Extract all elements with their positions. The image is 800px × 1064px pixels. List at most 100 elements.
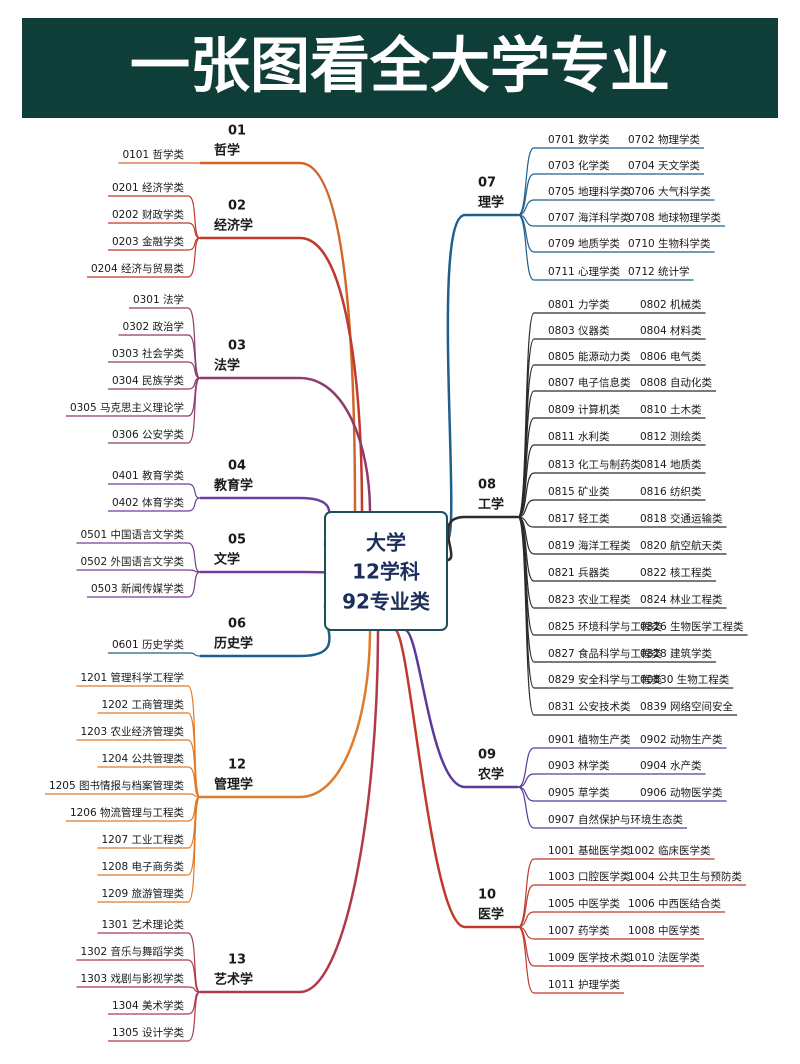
item-label: 0820 航空航天类 xyxy=(640,539,723,552)
link xyxy=(200,629,372,799)
link xyxy=(517,472,706,518)
branch-name: 医学 xyxy=(478,907,504,923)
item-label: 0826 生物医学工程类 xyxy=(640,620,744,633)
item-label: 0201 经济学类 xyxy=(112,181,185,194)
item-label: 0839 网络空间安全 xyxy=(640,700,734,713)
link xyxy=(517,786,688,829)
link xyxy=(76,959,201,993)
link xyxy=(97,766,201,798)
link xyxy=(200,376,372,513)
link xyxy=(517,858,715,928)
item-label: 0810 土木类 xyxy=(640,403,702,416)
branch-code: 09 xyxy=(478,748,496,763)
item-label: 0706 大气科学类 xyxy=(628,185,711,198)
link xyxy=(200,570,331,577)
link xyxy=(107,222,201,239)
item-label: 0306 公安学类 xyxy=(112,428,185,441)
item-label: 0304 民族学类 xyxy=(112,374,185,387)
item-label: 1010 法医学类 xyxy=(628,951,701,964)
link xyxy=(107,483,201,499)
item-label: 0907 自然保护与环境生态类 xyxy=(548,813,684,826)
branch-code: 07 xyxy=(478,176,496,191)
item-label: 1201 管理科学工程学 xyxy=(80,671,184,684)
item-label: 1208 电子商务类 xyxy=(101,860,184,873)
center-line: 大学 xyxy=(366,531,406,555)
branch-name: 教育学 xyxy=(213,478,253,494)
item-label: 1206 物流管理与工程类 xyxy=(70,806,185,819)
link xyxy=(517,516,738,716)
link xyxy=(517,884,747,928)
link xyxy=(517,173,705,216)
item-label: 0101 哲学类 xyxy=(122,148,184,161)
item-label: 0402 体育学类 xyxy=(112,496,185,509)
item-label: 0901 植物生产类 xyxy=(548,733,631,746)
branch-name: 法学 xyxy=(214,358,240,374)
link xyxy=(200,629,380,994)
item-label: 0831 公安技术类 xyxy=(548,700,631,713)
branch-name: 理学 xyxy=(478,195,504,211)
branch-name: 经济学 xyxy=(214,218,253,234)
center-line: 12学科 xyxy=(352,560,420,584)
item-label: 0709 地质学类 xyxy=(548,237,621,250)
item-label: 1205 图书情报与档案管理类 xyxy=(49,779,185,792)
link xyxy=(404,628,518,789)
item-label: 0601 历史学类 xyxy=(112,638,185,651)
item-label: 0502 外国语言文学类 xyxy=(80,555,184,568)
link xyxy=(76,569,201,573)
item-label: 1209 旅游管理类 xyxy=(101,887,184,900)
item-label: 0821 兵器类 xyxy=(548,566,610,579)
branch-name: 历史学 xyxy=(214,636,253,652)
link xyxy=(107,195,201,239)
link xyxy=(76,986,201,993)
link xyxy=(517,147,705,216)
link xyxy=(200,496,331,546)
item-label: 0815 矿业类 xyxy=(548,485,610,498)
item-label: 0807 电子信息类 xyxy=(548,376,631,389)
branch-code: 12 xyxy=(228,758,246,773)
branch-code: 05 xyxy=(228,533,246,548)
item-label: 0710 生物科学类 xyxy=(628,237,711,250)
item-label: 0501 中国语言文学类 xyxy=(80,528,184,541)
item-label: 0823 农业工程类 xyxy=(548,593,631,606)
item-label: 1207 工业工程类 xyxy=(101,833,184,846)
link xyxy=(107,497,201,512)
branch-code: 01 xyxy=(228,124,246,139)
branch-code: 13 xyxy=(228,953,246,968)
item-label: 1203 农业经济管理类 xyxy=(80,725,184,738)
link xyxy=(200,236,364,513)
branch-name: 哲学 xyxy=(214,143,240,159)
item-label: 0401 教育学类 xyxy=(112,469,185,482)
item-label: 0704 天文学类 xyxy=(628,159,701,172)
link xyxy=(97,796,201,903)
item-label: 0809 计算机类 xyxy=(548,403,621,416)
center-box xyxy=(324,511,448,631)
item-label: 0801 力学类 xyxy=(548,298,610,311)
item-label: 1001 基础医学类 xyxy=(548,844,631,857)
item-label: 1004 公共卫生与预防类 xyxy=(628,870,743,883)
branch-code: 08 xyxy=(478,478,496,493)
item-label: 0302 政治学 xyxy=(122,320,184,333)
link xyxy=(517,444,706,518)
item-label: 0829 安全科学与工程类 xyxy=(548,673,663,686)
item-label: 0828 建筑学类 xyxy=(640,647,713,660)
link xyxy=(517,773,706,788)
branch-name: 文学 xyxy=(214,552,240,568)
item-label: 0822 核工程类 xyxy=(640,566,713,579)
item-label: 0708 地球物理学类 xyxy=(628,211,722,224)
item-label: 0827 食品科学与工程类 xyxy=(548,647,663,660)
branch-code: 06 xyxy=(228,617,246,632)
item-label: 0202 财政学类 xyxy=(112,208,185,221)
item-label: 0712 统计学 xyxy=(628,265,690,278)
branch-code: 03 xyxy=(228,339,246,354)
link xyxy=(86,237,201,278)
item-label: 1304 美术学类 xyxy=(112,999,185,1012)
item-label: 0816 纺织类 xyxy=(640,485,702,498)
item-label: 1003 口腔医学类 xyxy=(548,870,631,883)
header-title: 一张图看全大学专业 xyxy=(130,32,670,102)
item-label: 0819 海洋工程类 xyxy=(548,539,631,552)
branch-code: 10 xyxy=(478,888,496,903)
item-label: 0705 地理科学类 xyxy=(548,185,631,198)
branch-code: 02 xyxy=(228,199,246,214)
item-label: 0817 轻工类 xyxy=(548,512,610,525)
